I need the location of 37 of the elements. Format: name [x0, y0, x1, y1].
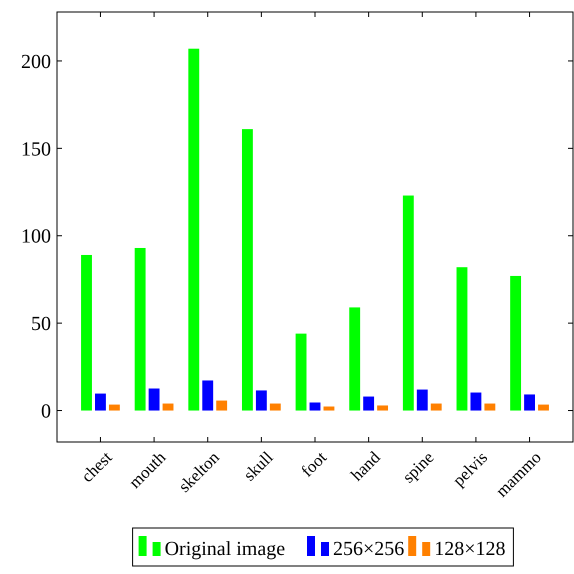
bar	[108, 404, 120, 411]
bar	[270, 404, 281, 411]
bar	[538, 404, 549, 411]
y-tick-label: 200	[21, 50, 51, 73]
bar	[524, 394, 535, 411]
bar	[363, 396, 374, 411]
bar	[402, 196, 414, 411]
bar	[416, 390, 428, 411]
bar	[242, 129, 253, 411]
legend-label: 128×128	[434, 538, 506, 560]
bar	[430, 404, 442, 411]
bar	[95, 394, 106, 411]
bar	[202, 380, 214, 411]
bar	[377, 405, 388, 411]
y-tick-label: 100	[21, 226, 51, 248]
bar	[188, 48, 200, 411]
legend-label: Original image	[164, 538, 286, 560]
y-tick-label: 50	[31, 313, 51, 336]
bar	[324, 406, 334, 411]
y-tick-label: 0	[41, 400, 51, 423]
bar	[148, 388, 160, 411]
y-tick-label: 150	[21, 138, 51, 160]
bar	[470, 392, 482, 411]
legend-label: 256×256	[333, 538, 404, 560]
x-tick-label: chest	[78, 448, 116, 486]
bar	[296, 334, 306, 411]
bar	[256, 390, 267, 411]
x-tick-label: foot	[297, 448, 330, 481]
bar	[134, 248, 146, 411]
bar	[162, 404, 174, 411]
bar	[216, 400, 228, 411]
bar	[510, 276, 522, 411]
bar	[484, 404, 496, 411]
bar	[81, 254, 92, 411]
bar	[349, 307, 360, 411]
bar	[456, 267, 468, 411]
bar	[310, 402, 320, 411]
